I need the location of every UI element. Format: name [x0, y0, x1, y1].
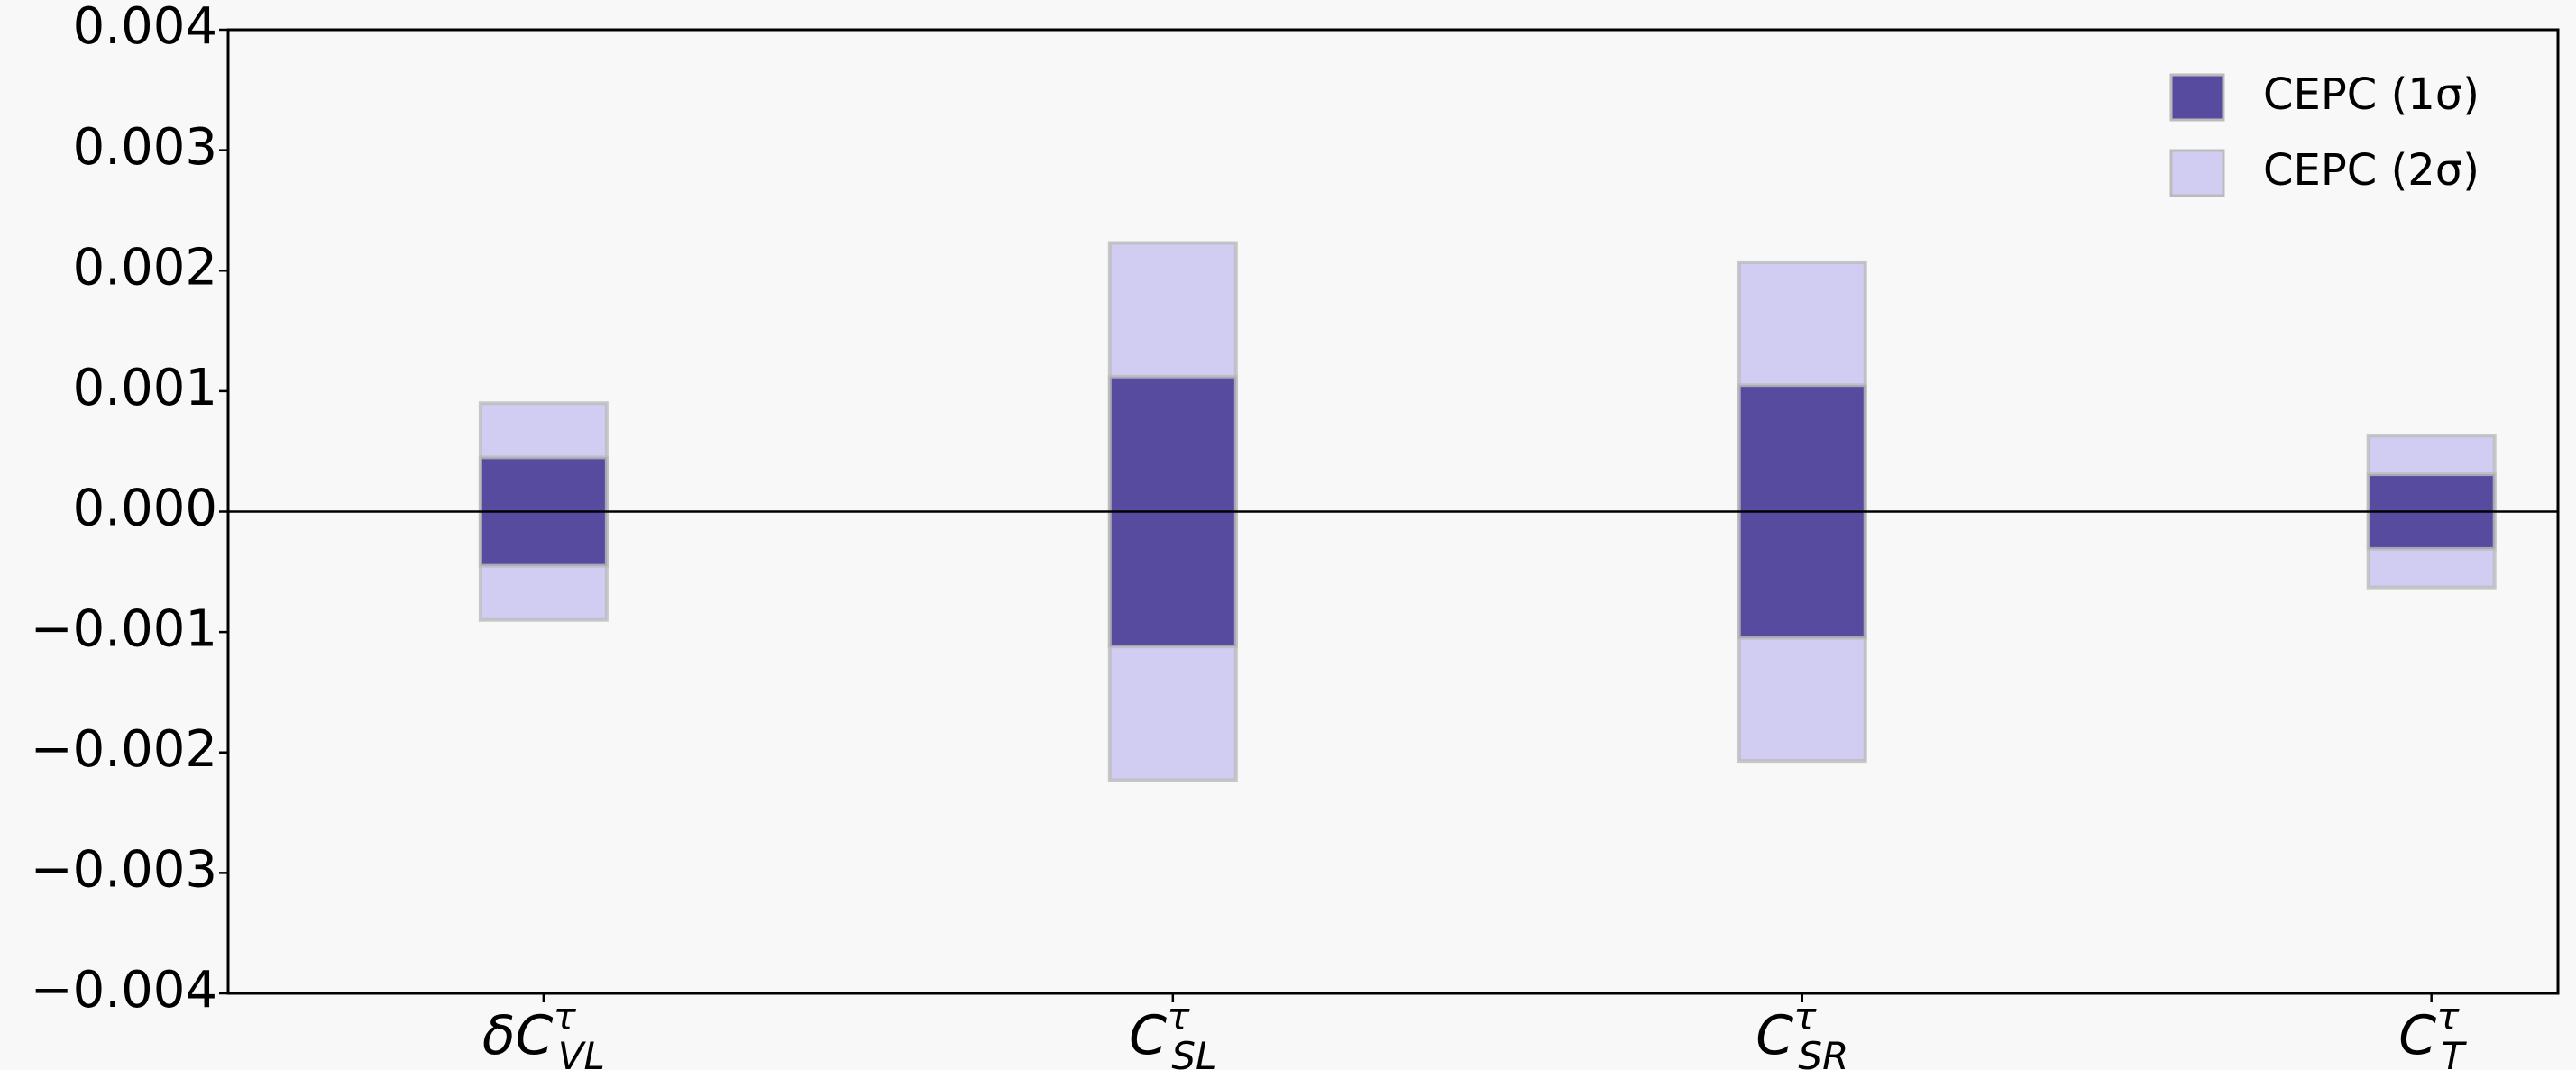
- label-base: C: [1756, 1004, 1793, 1067]
- y-tick-label: 0.003: [73, 118, 217, 177]
- y-tick-label: −0.002: [31, 720, 217, 779]
- y-tick-label: 0.004: [73, 0, 217, 56]
- legend-swatch: [2169, 149, 2225, 197]
- x-tick-label: Cτ SR: [1756, 994, 1848, 1070]
- label-sub: SL: [1171, 1034, 1216, 1070]
- legend-label: CEPC (1σ): [2263, 69, 2480, 120]
- y-tick-label: −0.004: [31, 961, 217, 1020]
- legend-swatch: [2169, 73, 2225, 122]
- y-tick-label: 0.001: [73, 359, 217, 417]
- label-sub: T: [2441, 1034, 2467, 1070]
- label-sup: τ: [1793, 994, 1817, 1038]
- x-tick-label: δCτ VL: [482, 994, 605, 1070]
- label-sub: SR: [1798, 1034, 1848, 1070]
- label-base: δC: [482, 1004, 554, 1067]
- y-tick-label: 0.002: [73, 238, 217, 297]
- label-base: C: [1129, 1004, 1167, 1067]
- label-sup: τ: [1167, 994, 1190, 1038]
- label-base: C: [2398, 1004, 2436, 1067]
- label-sub: VL: [558, 1034, 605, 1070]
- label-sup: τ: [553, 994, 576, 1038]
- y-tick-label: 0.000: [73, 480, 217, 538]
- x-tick-label: Cτ SL: [1129, 994, 1216, 1070]
- label-sup: τ: [2436, 994, 2460, 1038]
- y-tick-label: −0.001: [31, 599, 217, 658]
- legend-label: CEPC (2σ): [2263, 145, 2480, 196]
- y-tick-label: −0.003: [31, 841, 217, 900]
- x-tick-label: Cτ T: [2398, 994, 2467, 1070]
